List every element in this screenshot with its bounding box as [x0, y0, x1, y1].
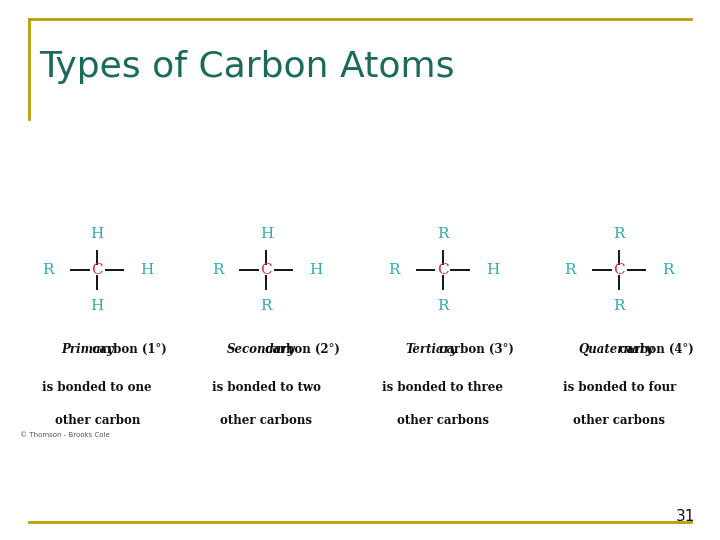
Text: is bonded to three: is bonded to three: [382, 381, 503, 394]
Text: R: R: [613, 299, 625, 313]
Text: Tertiary: Tertiary: [405, 343, 457, 356]
Text: carbon (4°): carbon (4°): [616, 343, 694, 356]
Text: Quaternary: Quaternary: [578, 343, 653, 356]
Text: H: H: [310, 263, 323, 277]
Text: 31: 31: [675, 509, 695, 524]
Text: H: H: [140, 263, 153, 277]
Text: © Thomson - Brooks Cole: © Thomson - Brooks Cole: [20, 431, 110, 438]
Text: Primary: Primary: [62, 343, 114, 356]
Text: carbon (3°): carbon (3°): [436, 343, 514, 356]
Text: R: R: [437, 227, 449, 241]
Text: R: R: [388, 263, 400, 277]
Text: H: H: [260, 227, 273, 241]
Text: other carbons: other carbons: [397, 414, 489, 427]
Text: other carbons: other carbons: [220, 414, 312, 427]
Text: R: R: [613, 227, 625, 241]
Text: carbon (2°): carbon (2°): [261, 343, 340, 356]
Text: R: R: [42, 263, 54, 277]
Text: Types of Carbon Atoms: Types of Carbon Atoms: [40, 51, 455, 84]
Text: R: R: [662, 263, 674, 277]
Text: H: H: [91, 299, 104, 313]
Text: is bonded to two: is bonded to two: [212, 381, 321, 394]
Text: C: C: [91, 263, 103, 277]
Text: R: R: [261, 299, 272, 313]
Text: other carbon: other carbon: [55, 414, 140, 427]
Text: C: C: [613, 263, 625, 277]
Text: carbon (1°): carbon (1°): [88, 343, 166, 356]
Text: R: R: [437, 299, 449, 313]
Text: C: C: [437, 263, 449, 277]
Text: H: H: [91, 227, 104, 241]
Text: R: R: [564, 263, 576, 277]
Text: R: R: [212, 263, 223, 277]
Text: Secondary: Secondary: [227, 343, 296, 356]
Text: other carbons: other carbons: [573, 414, 665, 427]
Text: is bonded to four: is bonded to four: [562, 381, 676, 394]
Text: is bonded to one: is bonded to one: [42, 381, 152, 394]
Text: H: H: [486, 263, 499, 277]
Text: C: C: [261, 263, 272, 277]
